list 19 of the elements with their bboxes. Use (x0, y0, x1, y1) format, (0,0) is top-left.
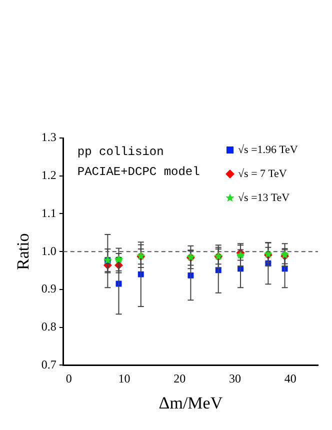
y-tick-label: 0.9 (41, 282, 56, 296)
x-tick-label: 20 (174, 372, 186, 386)
y-axis-title: Ratio (14, 233, 33, 270)
y-tick-label: 0.7 (41, 357, 56, 372)
y-tick-label: 1.3 (41, 130, 56, 144)
annotation: PACIAE+DCPC model (77, 165, 200, 180)
x-tick-label: 10 (118, 372, 130, 386)
x-tick-label: 40 (284, 372, 296, 386)
legend-label: √s =13 TeV (238, 192, 290, 204)
y-tick-label: 1.0 (41, 244, 56, 258)
y-tick-label: 1.2 (41, 168, 56, 182)
legend-label: √s = 7 TeV (238, 168, 287, 180)
x-tick-label: 30 (228, 372, 241, 386)
legend-label: √s =1.96 TeV (238, 144, 298, 156)
y-tick-label: 1.1 (41, 206, 56, 220)
annotation: pp collision (77, 145, 164, 160)
x-tick-label: 0 (66, 372, 72, 386)
x-axis-title: Δm/MeV (158, 393, 224, 412)
y-tick-label: 0.8 (41, 319, 56, 334)
